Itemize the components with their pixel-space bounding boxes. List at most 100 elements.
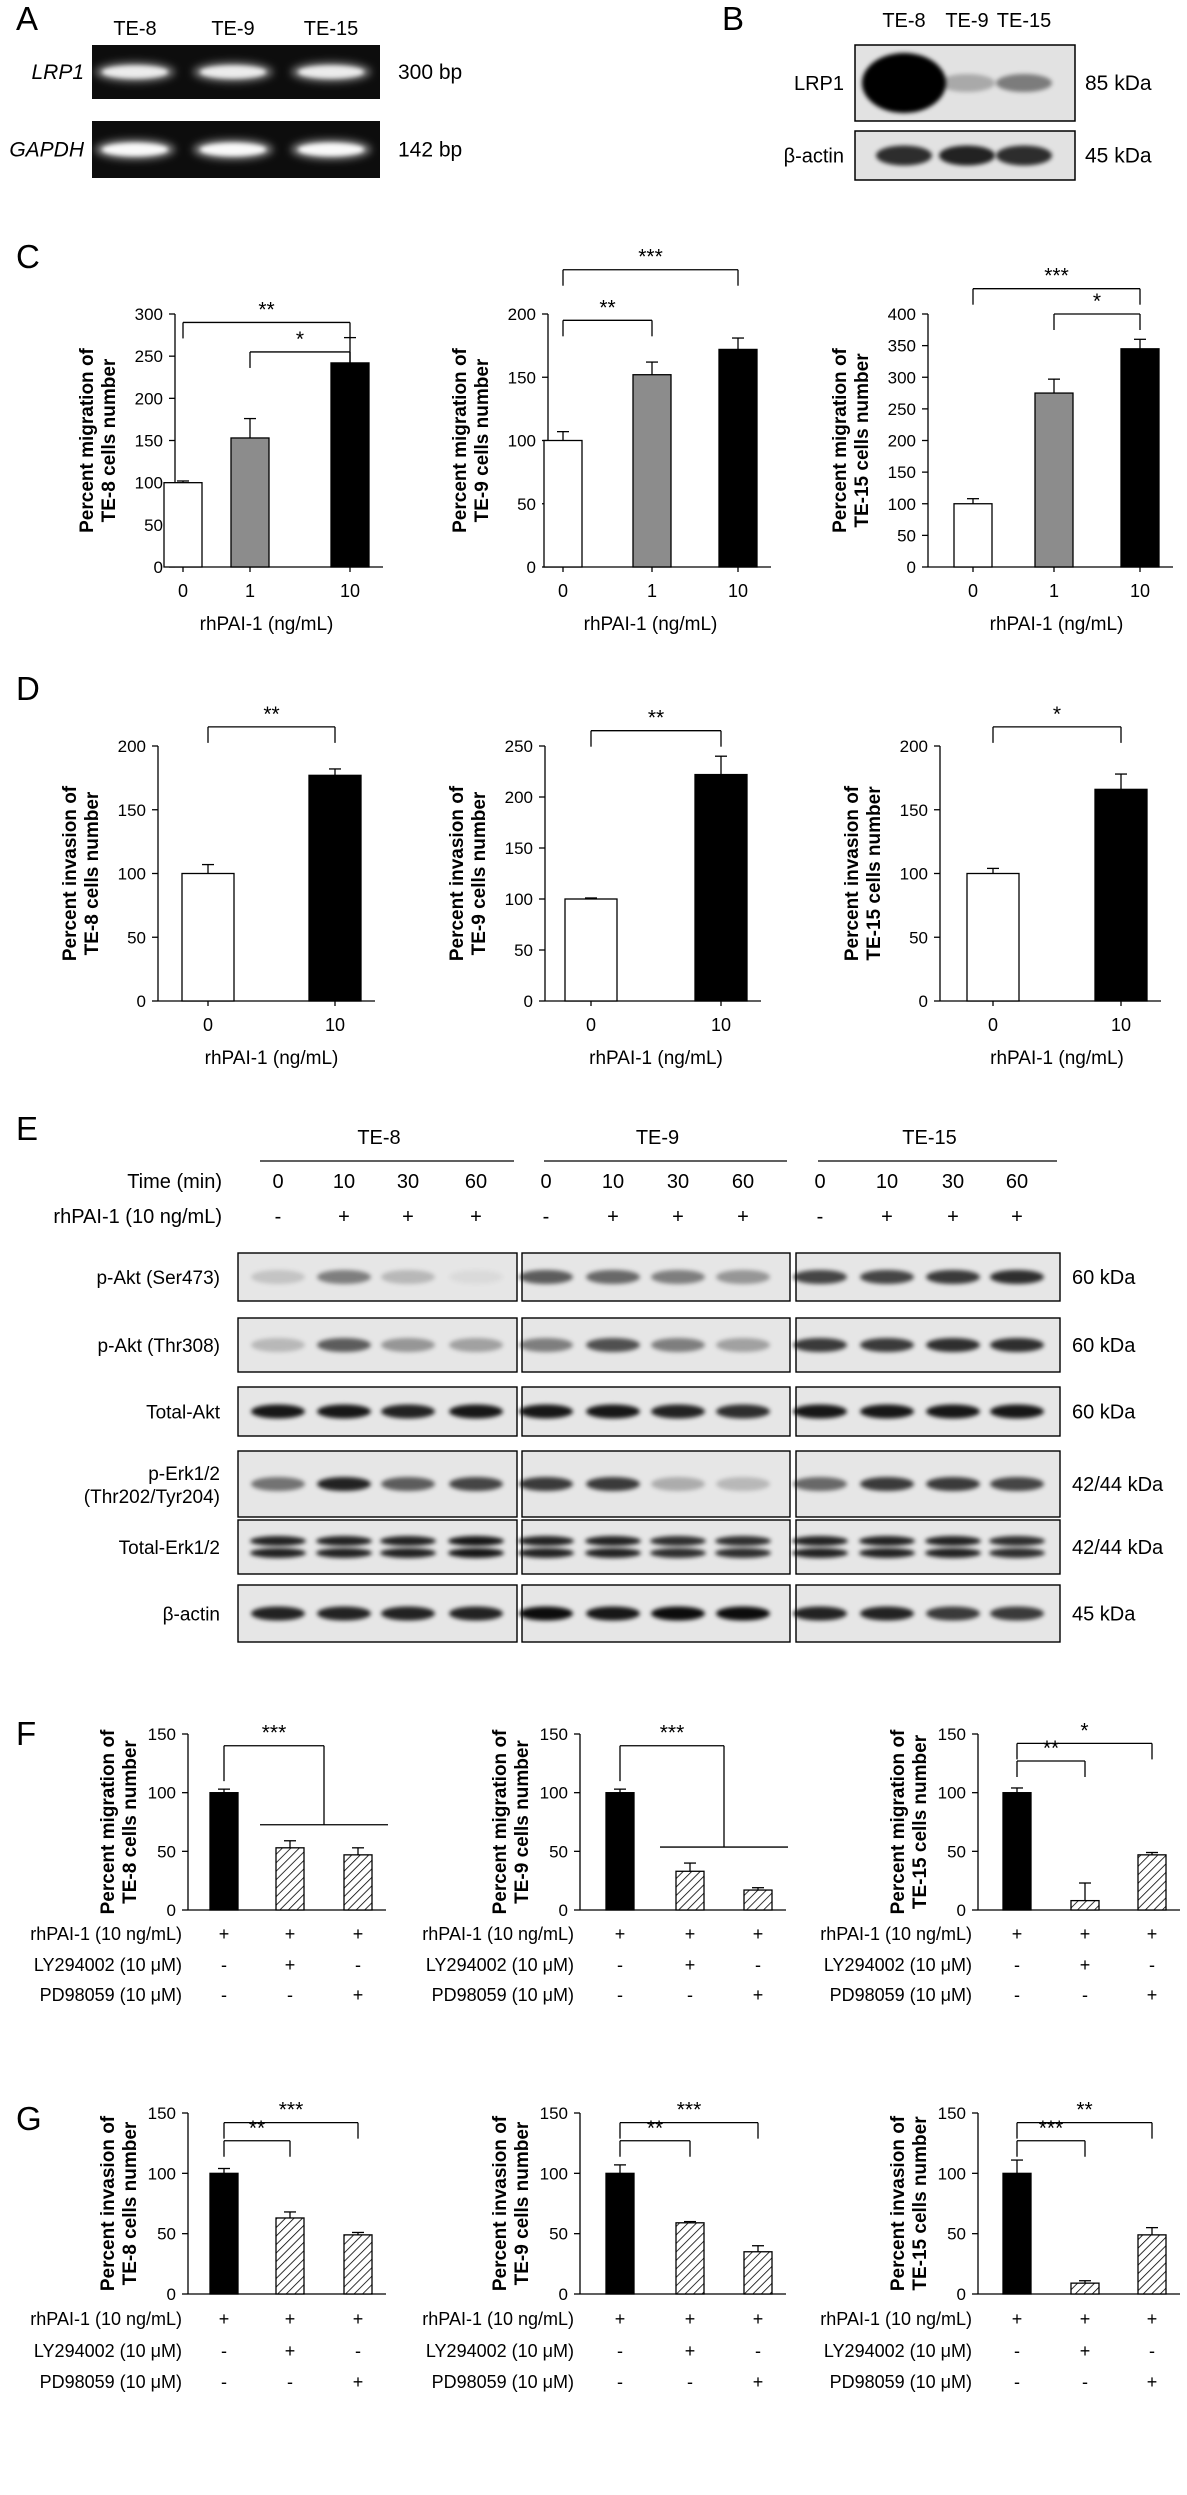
treatment-label: PD98059 (10 μM) (432, 2372, 574, 2392)
treatment-mark: + (1012, 1924, 1023, 1944)
blot-band (381, 1338, 435, 1352)
bar (605, 1792, 635, 1911)
gel-lane-label: TE-15 (304, 18, 358, 40)
blot-band (381, 1477, 435, 1491)
blot-band (651, 1270, 705, 1284)
bar (1137, 2234, 1167, 2295)
sig-label: ** (249, 2117, 265, 2140)
y-tick-label: 50 (157, 2225, 176, 2244)
blot-band (586, 1404, 640, 1419)
blot-size-label: 60 kDa (1072, 1267, 1136, 1289)
treat-mark: + (881, 1206, 893, 1228)
treatment-mark: - (287, 2372, 293, 2392)
treat-mark: + (947, 1206, 959, 1228)
treatment-label: LY294002 (10 μM) (34, 2341, 182, 2361)
sig-label: *** (677, 2099, 702, 2122)
x-tick-label: 0 (203, 1015, 213, 1035)
blot-band (586, 1338, 640, 1352)
blot-band (651, 1477, 705, 1491)
y-tick-label: 0 (957, 1901, 966, 1920)
blot-band (716, 1477, 770, 1491)
blot-row-label: β-actin (163, 1605, 220, 1626)
blot-band (586, 1606, 640, 1621)
y-tick-label: 150 (938, 2104, 966, 2123)
bar (181, 872, 235, 1002)
y-tick-label: 100 (148, 2164, 176, 2183)
blot-band (926, 1270, 980, 1284)
bar (675, 1870, 705, 1911)
bar (230, 437, 270, 568)
sig-label: ** (263, 703, 279, 726)
y-axis-title: Percent migration of (98, 1729, 119, 1914)
blot-band (316, 1548, 372, 1558)
sig-label: *** (279, 2099, 304, 2122)
treatment-mark: - (617, 2372, 623, 2392)
gel-band (298, 143, 364, 156)
bar (743, 1889, 773, 1911)
y-tick-label: 0 (167, 1901, 176, 1920)
blot-band (939, 145, 995, 166)
treatment-label: rhPAI-1 (10 ng/mL) (422, 2309, 574, 2329)
blot-band (860, 1477, 914, 1491)
bar (275, 1847, 305, 1911)
y-tick-label: 0 (524, 992, 533, 1011)
blot-panel (237, 1519, 518, 1575)
y-axis-title: TE-15 cells number (852, 353, 873, 528)
treatment-mark: + (1080, 2341, 1091, 2361)
time-value: 60 (465, 1171, 487, 1193)
bar (343, 1854, 373, 1911)
x-tick-label: 1 (1049, 581, 1059, 601)
treatment-mark: - (1149, 2341, 1155, 2361)
bar (543, 439, 583, 568)
blot-lane-label: TE-9 (945, 10, 988, 32)
treatment-mark: + (285, 2341, 296, 2361)
blot-band (990, 1477, 1044, 1491)
treatment-label: LY294002 (10 μM) (426, 2341, 574, 2361)
time-value: 30 (667, 1171, 689, 1193)
y-tick-label: 150 (135, 432, 163, 451)
y-tick-label: 200 (888, 432, 916, 451)
x-tick-label: 0 (988, 1015, 998, 1035)
treatment-mark: + (285, 1955, 296, 1975)
blot-row-label: p-Akt (Ser473) (96, 1268, 220, 1289)
blot-band (317, 1270, 371, 1284)
blot-row-label: Total-Erk1/2 (119, 1538, 220, 1559)
bar (743, 2251, 773, 2295)
y-axis-title: TE-15 cells number (910, 1734, 931, 1909)
y-tick-label: 400 (888, 305, 916, 324)
time-value: 10 (602, 1171, 624, 1193)
y-tick-label: 150 (540, 1725, 568, 1744)
y-axis-title: Percent migration of (450, 347, 471, 532)
treat-mark: + (470, 1206, 482, 1228)
y-tick-label: 100 (505, 890, 533, 909)
blot-row-label: (Thr202/Tyr204) (84, 1487, 220, 1508)
sig-label: ** (258, 298, 274, 321)
blot-band (989, 1536, 1045, 1546)
blot-band (650, 1548, 706, 1558)
blot-size-label: 42/44 kDa (1072, 1537, 1164, 1559)
y-axis-title: Percent migration of (77, 347, 98, 532)
treatment-mark: - (1149, 1955, 1155, 1975)
treatment-label: PD98059 (10 μM) (432, 1985, 574, 2005)
blot-band (251, 1270, 305, 1284)
y-tick-label: 0 (559, 2285, 568, 2304)
y-tick-label: 0 (527, 558, 536, 577)
y-tick-label: 300 (888, 368, 916, 387)
y-tick-label: 150 (900, 801, 928, 820)
bar (966, 872, 1020, 1002)
blot-band (716, 1338, 770, 1352)
time-value: 30 (397, 1171, 419, 1193)
blot-band (926, 1338, 980, 1352)
treatment-mark: - (1082, 1985, 1088, 2005)
sig-label: ** (648, 707, 664, 730)
gel-lane-label: TE-8 (113, 18, 156, 40)
bar (330, 362, 370, 568)
blot-band (792, 1548, 848, 1558)
y-tick-label: 200 (118, 737, 146, 756)
panel-letter-E: E (16, 1110, 38, 1147)
blot-band (716, 1404, 770, 1419)
sig-label: *** (638, 246, 663, 269)
blot-lane-label: TE-8 (882, 10, 925, 32)
treatment-mark: + (753, 2372, 764, 2392)
